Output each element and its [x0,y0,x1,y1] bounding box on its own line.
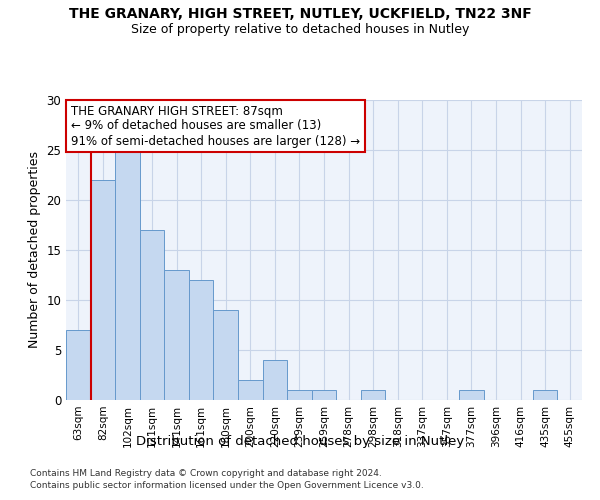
Text: Distribution of detached houses by size in Nutley: Distribution of detached houses by size … [136,435,464,448]
Bar [66,330,91,400]
Bar [115,150,140,400]
Y-axis label: Number of detached properties: Number of detached properties [28,152,41,348]
Bar [263,360,287,400]
Bar [361,390,385,400]
Bar [533,390,557,400]
Text: Contains HM Land Registry data © Crown copyright and database right 2024.: Contains HM Land Registry data © Crown c… [30,468,382,477]
Bar [91,180,115,400]
Bar [164,270,189,400]
Bar [312,390,336,400]
Text: THE GRANARY, HIGH STREET, NUTLEY, UCKFIELD, TN22 3NF: THE GRANARY, HIGH STREET, NUTLEY, UCKFIE… [68,8,532,22]
Text: Size of property relative to detached houses in Nutley: Size of property relative to detached ho… [131,22,469,36]
Bar [189,280,214,400]
Bar [287,390,312,400]
Text: Contains public sector information licensed under the Open Government Licence v3: Contains public sector information licen… [30,481,424,490]
Bar [459,390,484,400]
Bar [140,230,164,400]
Text: THE GRANARY HIGH STREET: 87sqm
← 9% of detached houses are smaller (13)
91% of s: THE GRANARY HIGH STREET: 87sqm ← 9% of d… [71,104,360,148]
Bar [214,310,238,400]
Bar [238,380,263,400]
